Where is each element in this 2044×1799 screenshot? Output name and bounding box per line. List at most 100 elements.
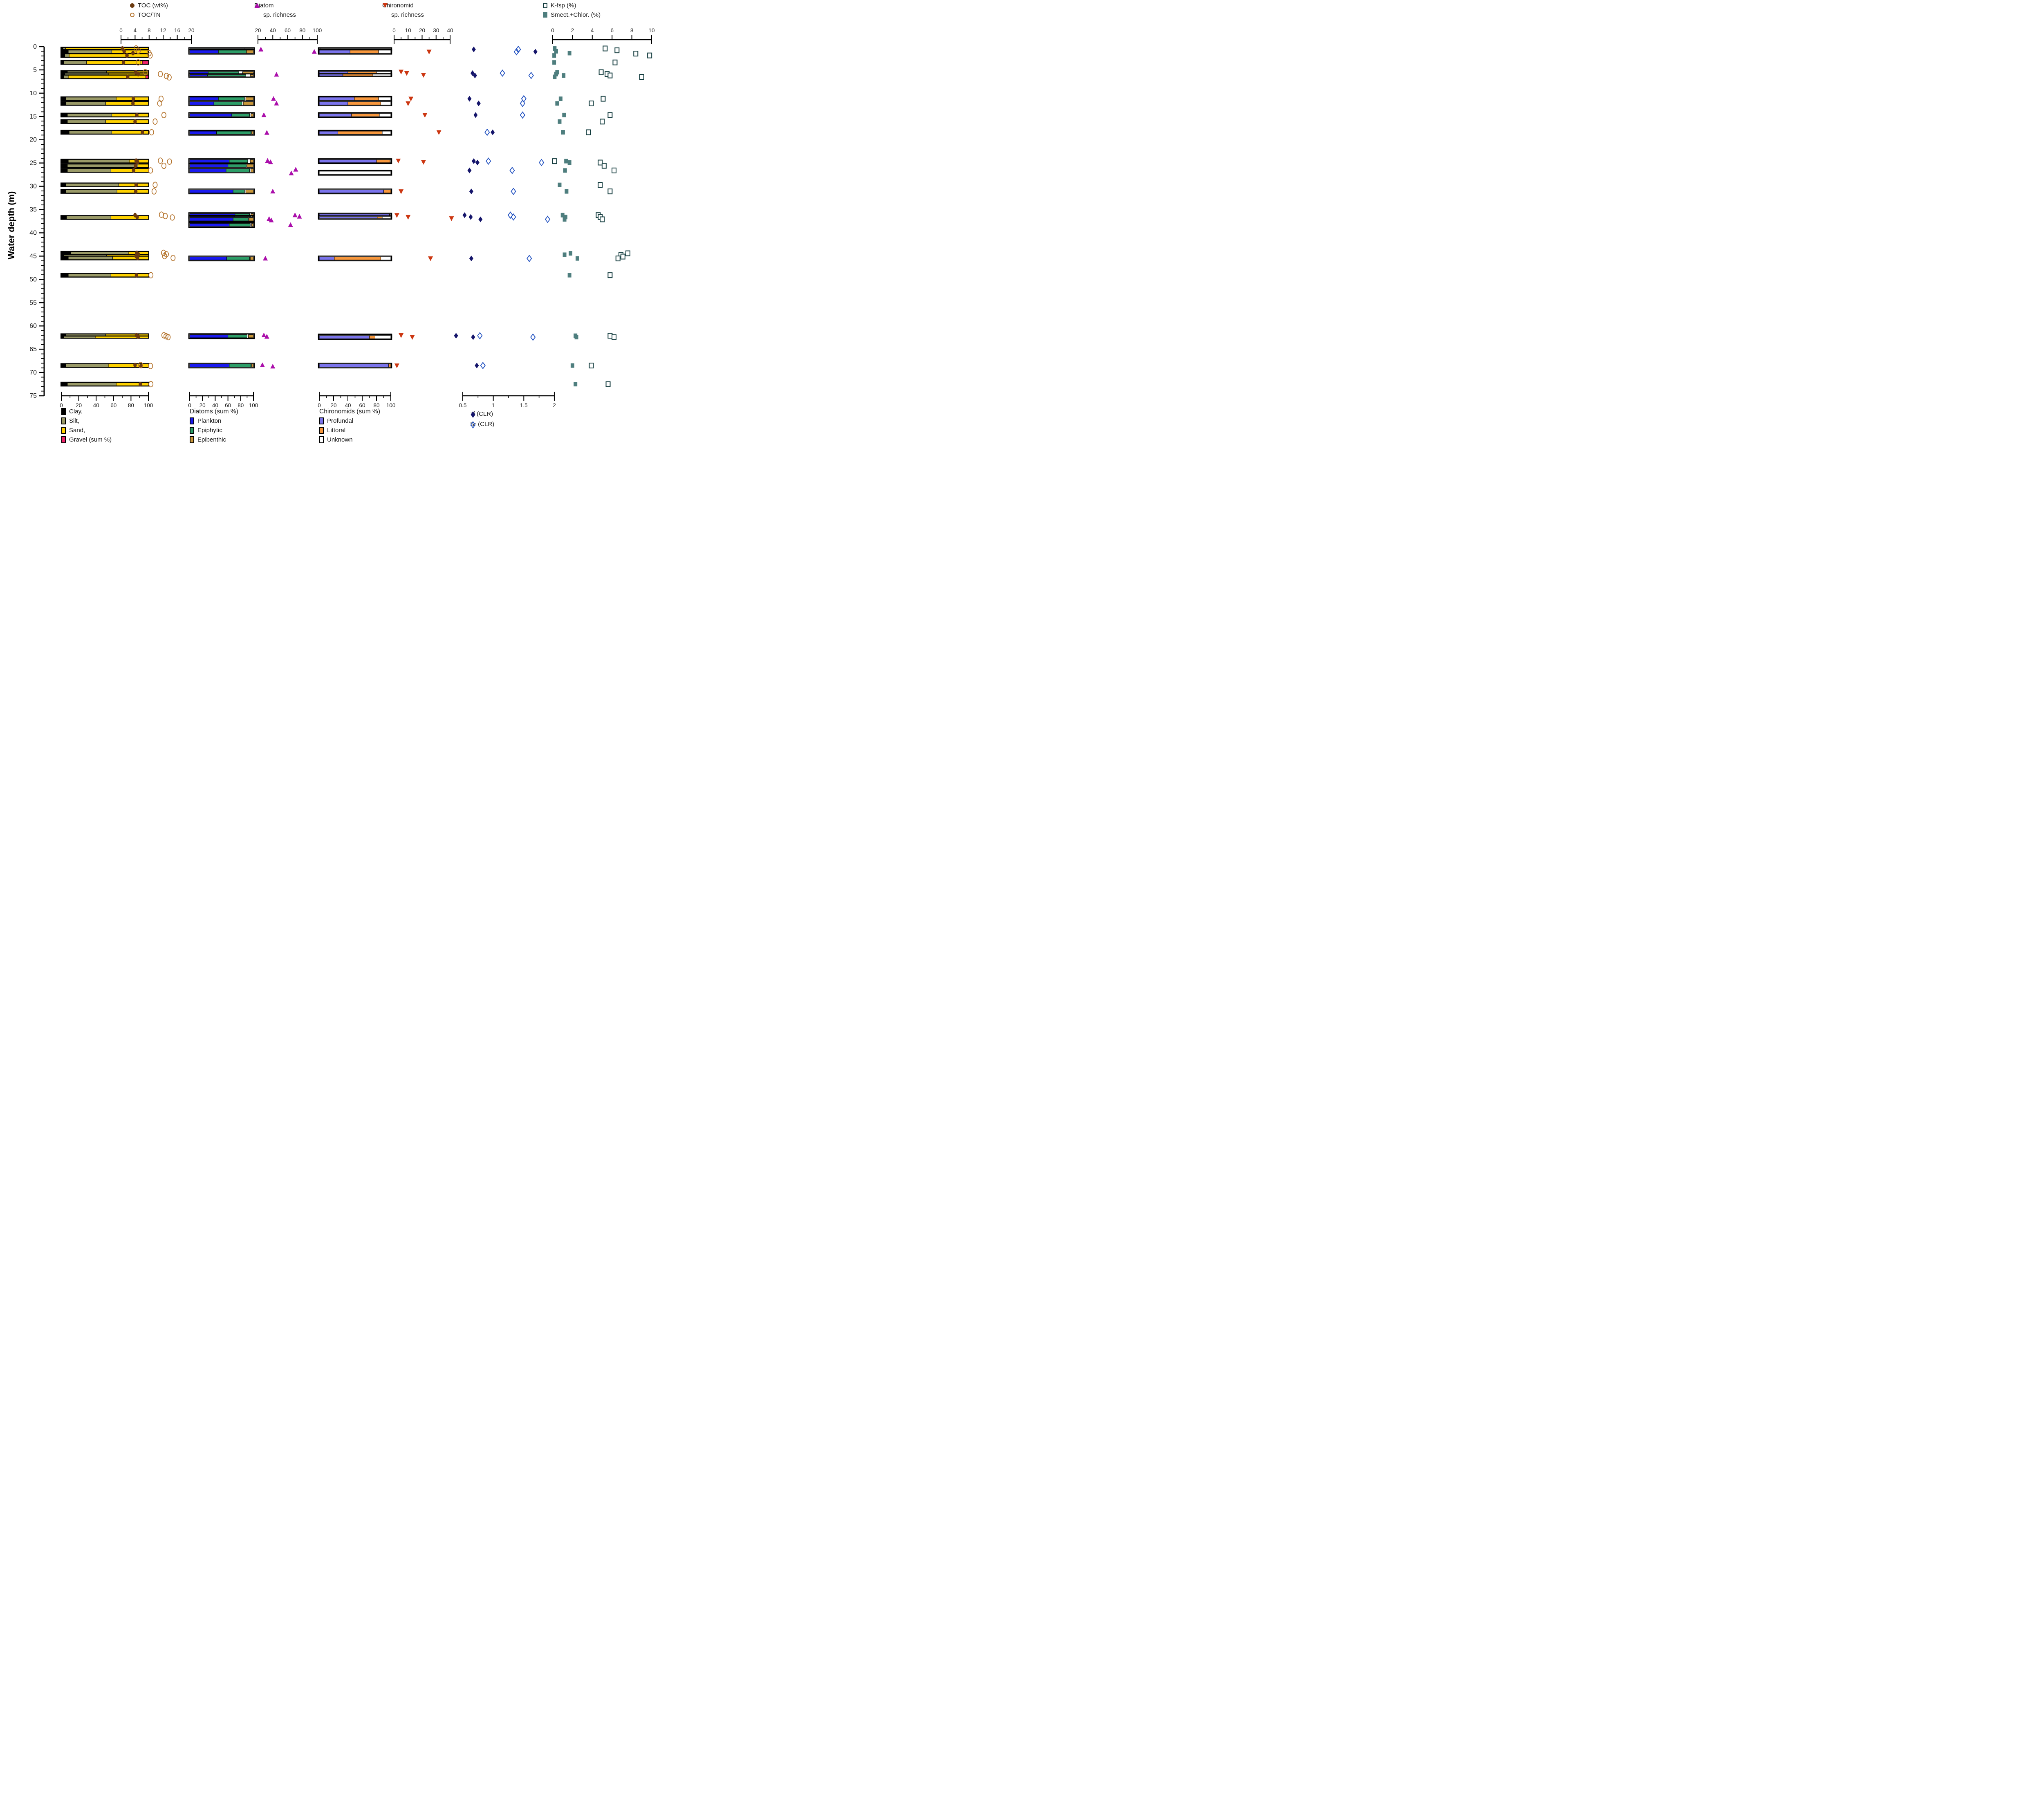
kfsp-point xyxy=(612,334,617,340)
toc-tn-point xyxy=(149,129,154,136)
sand-segment xyxy=(105,120,149,123)
figure: 0 5 10 15 20 25 30 35 40 45 50 55 60 65 70 75 0 4 8 12 16 20 2… xyxy=(0,0,656,450)
profundal-segment xyxy=(319,189,384,193)
sand-segment xyxy=(116,382,149,386)
toc-tn-point xyxy=(167,158,172,165)
smect-chlor-point xyxy=(563,215,567,220)
toc-tn-point xyxy=(161,162,166,169)
kfsp-point xyxy=(633,51,639,57)
ti-point xyxy=(469,256,473,262)
smect-chlor-point xyxy=(563,217,567,222)
kfsp-point xyxy=(607,112,613,118)
sand-segment xyxy=(137,164,149,168)
sand-segment xyxy=(112,256,149,260)
silt-segment xyxy=(63,61,87,64)
chironomid-richness-point xyxy=(422,113,428,118)
sr-point xyxy=(507,211,513,219)
epibenthic-segment xyxy=(251,113,254,117)
sr-point xyxy=(480,361,486,370)
diatom-richness-axis-tick-label: 40 xyxy=(270,27,276,34)
littoral-segment xyxy=(351,113,380,117)
littoral-swatch-icon xyxy=(319,427,324,434)
kfsp-point xyxy=(612,59,618,65)
profundal-segment xyxy=(319,159,377,163)
profundal-segment xyxy=(319,335,370,339)
legend-toc: TOC (wt%) xyxy=(130,2,168,9)
chironomid-triangle-icon xyxy=(382,3,388,8)
diatom-richness-point xyxy=(268,159,273,164)
sr-point xyxy=(484,128,490,136)
smect-chlor-point xyxy=(554,49,558,54)
toc-point xyxy=(133,363,137,368)
legend-silt: Silt, xyxy=(61,417,79,424)
legend-clay: Clay, xyxy=(61,408,83,415)
kfsp-point xyxy=(589,363,594,369)
chironomid-richness-point xyxy=(396,158,401,164)
diatom-richness-point xyxy=(292,212,298,218)
ti-point xyxy=(454,333,458,339)
smect-chlor-point xyxy=(558,119,562,124)
epibenthic-segment xyxy=(251,363,254,368)
chironomid-richness-axis-tick-label: 20 xyxy=(419,27,425,34)
ti-point xyxy=(470,70,475,76)
toc-point xyxy=(132,168,136,173)
epiphytic-segment xyxy=(226,256,250,260)
toc-tn-point xyxy=(164,73,169,79)
epiphytic-segment xyxy=(228,164,247,168)
kfsp-point xyxy=(601,163,607,169)
sand-segment xyxy=(112,113,149,117)
silt-segment xyxy=(67,168,111,173)
chironomid-richness-point xyxy=(436,130,442,135)
silt-segment xyxy=(67,113,112,117)
toc-tn-point xyxy=(161,249,166,256)
ti-sr-panel xyxy=(454,45,551,370)
profundal-segment xyxy=(319,256,335,260)
epiphytic-segment xyxy=(213,101,242,105)
depth-tick-label: 15 xyxy=(29,113,37,120)
ti-point xyxy=(473,72,477,79)
ti-point xyxy=(471,46,476,52)
chironomid-pct-axis-tick-label: 20 xyxy=(330,402,336,408)
diatom-richness-axis-tick-label: 20 xyxy=(255,27,261,34)
toc-point xyxy=(136,159,139,164)
plankton-segment xyxy=(189,256,227,260)
sand-segment xyxy=(119,183,149,187)
silt-segment xyxy=(68,159,130,163)
kfsp-point xyxy=(614,47,620,54)
plankton-segment xyxy=(189,218,233,221)
chironomid-pct-axis-tick-label: 0 xyxy=(318,402,321,408)
smect-square-icon xyxy=(543,12,547,18)
epibenthic-segment xyxy=(251,223,254,227)
toc-point xyxy=(136,256,139,260)
diatom-pct-axis-tick-label: 20 xyxy=(199,402,206,408)
minerals-axis-tick-label: 8 xyxy=(630,27,634,34)
toc-point xyxy=(135,112,139,117)
epibenthic-segment xyxy=(247,164,254,168)
toc-point xyxy=(122,49,126,54)
depth-tick-label: 10 xyxy=(29,90,37,97)
unknown-segment xyxy=(378,50,391,54)
chironomid-richness-axis-tick-label: 40 xyxy=(447,27,453,34)
sr-point xyxy=(511,188,516,195)
unknown-segment xyxy=(382,216,391,219)
diatom-richness-point xyxy=(261,112,267,117)
diatom-triangle-icon xyxy=(254,3,260,8)
profundal-segment xyxy=(319,363,389,368)
legend-sand: Sand, xyxy=(61,427,85,434)
littoral-segment xyxy=(334,256,381,260)
sediment-pct-axis-tick-label: 20 xyxy=(76,402,82,408)
toc-tn-point xyxy=(163,213,168,220)
sediment-pct-axis-tick-label: 0 xyxy=(60,402,63,408)
legend-ti-label: Ti (CLR) xyxy=(470,410,493,417)
smect-chlor-point xyxy=(554,72,558,76)
legend-plankton-label: Plankton xyxy=(197,417,222,424)
chironomid-pct-axis-tick-label: 60 xyxy=(359,402,365,408)
minerals-axis-tick-label: 6 xyxy=(610,27,614,34)
smect-chlor-point xyxy=(574,335,578,340)
sand-swatch-icon xyxy=(61,427,66,434)
epiphytic-segment xyxy=(218,50,247,54)
toc-tn-point xyxy=(148,363,153,369)
silt-segment xyxy=(69,130,112,134)
profundal-segment xyxy=(319,131,338,135)
depth-tick-label: 25 xyxy=(29,160,37,167)
